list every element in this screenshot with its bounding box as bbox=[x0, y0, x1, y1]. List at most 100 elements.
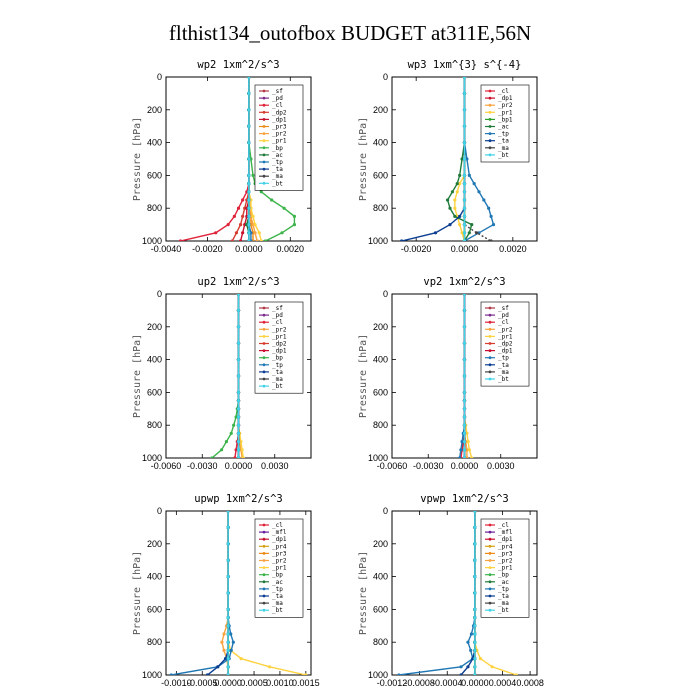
data-point-_tp bbox=[491, 223, 496, 227]
legend-label: _dp2 bbox=[272, 341, 287, 348]
legend-marker-_pr3 bbox=[262, 125, 266, 128]
x-tick-label: 0.0020 bbox=[499, 244, 527, 254]
data-point-_bt bbox=[226, 607, 230, 612]
legend-label: _pr3 bbox=[498, 550, 513, 557]
data-point-_bt bbox=[236, 325, 241, 329]
data-point-_bt bbox=[247, 223, 251, 227]
data-point-_pr1 bbox=[241, 456, 245, 458]
data-point-_bt bbox=[247, 91, 251, 95]
legend-marker-_ta bbox=[488, 594, 492, 598]
data-point-_cl bbox=[236, 206, 241, 210]
legend-label: _bt bbox=[272, 607, 283, 614]
legend-marker-_bp bbox=[262, 146, 266, 150]
data-point-_bt bbox=[462, 448, 467, 452]
data-point-_bt bbox=[247, 182, 251, 186]
legend-marker-_ma bbox=[488, 370, 492, 374]
legend-label: _dp2 bbox=[498, 341, 513, 348]
series-group bbox=[210, 294, 245, 458]
data-point-_pr2 bbox=[465, 456, 469, 458]
legend-label: _ma bbox=[272, 376, 283, 383]
y-tick-label: 1000 bbox=[142, 670, 162, 680]
data-point-_bt bbox=[462, 173, 467, 177]
data-point-_ta bbox=[466, 665, 470, 669]
x-tick-label: -0.0004 bbox=[432, 678, 463, 688]
legend-label: _pr2 bbox=[272, 131, 287, 138]
data-point-_bt bbox=[462, 108, 467, 112]
legend-label: _ma bbox=[498, 145, 509, 152]
legend-marker-_ma bbox=[262, 601, 266, 605]
panel-title: up2 1xm^2/s^3 bbox=[197, 276, 279, 288]
data-point-_pr1 bbox=[478, 657, 482, 661]
legend-marker-_dp1 bbox=[488, 537, 492, 541]
data-point-_bt bbox=[462, 182, 467, 186]
legend-marker-_ac bbox=[488, 125, 492, 128]
legend-label: _mfl bbox=[272, 529, 287, 536]
legend-marker-_ta bbox=[488, 139, 492, 143]
data-point-_pr1 bbox=[453, 198, 457, 202]
data-point-_bt bbox=[462, 190, 467, 194]
data-point-_bt bbox=[226, 673, 230, 675]
y-axis-label: Pressure [hPa] bbox=[132, 334, 143, 418]
data-point-_bp bbox=[210, 456, 214, 458]
legend-marker-_bt bbox=[488, 608, 492, 612]
data-point-_ma bbox=[474, 231, 479, 235]
data-point-_ta bbox=[448, 223, 452, 227]
legend-marker-_dp1 bbox=[262, 118, 266, 121]
data-point-_cl bbox=[241, 198, 245, 202]
data-point-_bt bbox=[462, 214, 467, 218]
data-point-_bt bbox=[473, 511, 477, 513]
legend-marker-_bp1 bbox=[488, 118, 492, 121]
data-point-_ac bbox=[458, 173, 462, 177]
data-point-_bt bbox=[473, 591, 477, 595]
y-axis-label: Pressure [hPa] bbox=[132, 117, 143, 201]
legend-label: _ta bbox=[272, 166, 283, 173]
legend-marker-_cl bbox=[262, 523, 266, 527]
data-point-_cl bbox=[178, 239, 183, 241]
data-point-_pr1 bbox=[257, 231, 261, 235]
legend-label: _cl bbox=[498, 522, 509, 529]
y-tick-label: 0 bbox=[383, 72, 388, 82]
legend-label: _ta bbox=[498, 593, 509, 600]
legend-label: _bp bbox=[272, 355, 283, 362]
data-point-_bt bbox=[462, 157, 467, 161]
data-point-_bt bbox=[462, 223, 467, 227]
series-group bbox=[397, 511, 518, 675]
data-point-_dp2 bbox=[234, 231, 239, 235]
legend-marker-_tp bbox=[488, 587, 492, 591]
legend: _sf_pd_cl_pr2_pr1_dp2_dp1_bp_tp_ta_ma_bt bbox=[254, 301, 304, 394]
data-point-_bt bbox=[236, 341, 241, 345]
x-tick-label: -0.0010 bbox=[161, 678, 192, 688]
data-point-_bt bbox=[247, 141, 251, 145]
data-point-_ac bbox=[460, 157, 464, 161]
panel-title: wp2 1xm^2/s^3 bbox=[197, 59, 279, 71]
x-tick-label: 0.0030 bbox=[487, 461, 515, 471]
legend-label: _dp1 bbox=[498, 95, 513, 102]
legend-label: _pr1 bbox=[498, 565, 513, 572]
legend-marker-_bt bbox=[488, 153, 492, 157]
data-point-_ta bbox=[433, 231, 438, 235]
legend-marker-_pd bbox=[488, 313, 492, 317]
legend-label: _bt bbox=[272, 180, 283, 187]
legend-label: _pd bbox=[498, 312, 509, 319]
data-point-_ac bbox=[448, 206, 452, 210]
data-point-_bt bbox=[247, 190, 251, 194]
legend-label: _ma bbox=[272, 600, 283, 607]
data-point-_bt bbox=[236, 415, 241, 419]
data-point-_bt bbox=[462, 308, 467, 312]
data-point-_bt bbox=[473, 558, 477, 562]
data-point-_tp bbox=[465, 157, 469, 161]
y-tick-label: 400 bbox=[373, 355, 388, 365]
data-point-_ta bbox=[458, 214, 462, 218]
data-point-_pr1 bbox=[253, 223, 257, 227]
y-axis-label: Pressure [hPa] bbox=[358, 334, 369, 418]
data-point-_pr2 bbox=[220, 640, 224, 644]
legend-marker-_bt bbox=[262, 384, 266, 388]
data-point-_pr1 bbox=[240, 448, 244, 452]
legend-box bbox=[254, 84, 304, 191]
data-point-_pr1 bbox=[466, 440, 470, 444]
legend-marker-_pr2 bbox=[488, 327, 492, 331]
data-point-_pr1 bbox=[267, 665, 272, 669]
data-point-_bt bbox=[226, 632, 230, 636]
legend-label: _pr3 bbox=[272, 124, 287, 131]
data-point-_pr1 bbox=[490, 665, 494, 669]
